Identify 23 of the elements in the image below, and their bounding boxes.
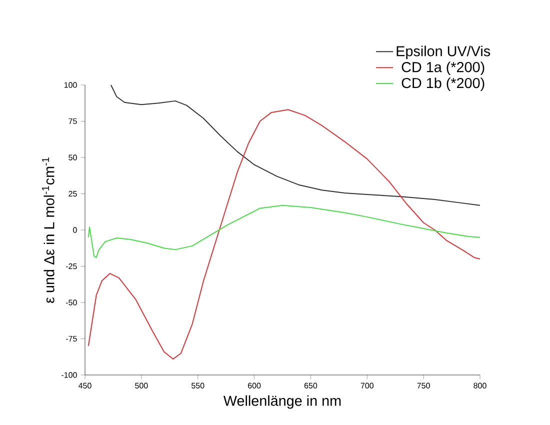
y-tick-label: -25 — [66, 263, 77, 270]
legend-label: CD 1b (*200) — [402, 78, 484, 91]
y-tick-label: -50 — [66, 300, 77, 306]
y-tick-label: 0 — [73, 227, 77, 233]
x-tick-label: 600 — [248, 382, 261, 388]
y-tick-label: -100 — [62, 372, 77, 378]
line-series — [88, 109, 480, 360]
x-tick-label: 550 — [192, 382, 204, 388]
x-tick-label: 800 — [474, 382, 486, 388]
y-tick-label: 50 — [68, 154, 77, 160]
legend-label: Epsilon UV/Vis — [396, 46, 490, 60]
legend-label: CD 1a (*200) — [402, 62, 484, 76]
y-tick-label: -75 — [66, 336, 77, 342]
x-tick-label: 700 — [360, 382, 374, 388]
y-tick-label: 75 — [68, 118, 77, 124]
x-axis-title: Wellenlänge in nm — [223, 395, 341, 409]
y-axis-title: ε und Δε in L mol$^{-1}$cm$^{-1}$ — [42, 158, 54, 303]
x-tick-label: 750 — [417, 382, 430, 388]
x-tick-label: 650 — [304, 382, 318, 388]
x-tick-label: 450 — [78, 382, 92, 388]
y-tick-label: 25 — [68, 190, 77, 197]
x-tick-label: 500 — [135, 382, 148, 388]
y-tick-label: 100 — [64, 82, 77, 88]
